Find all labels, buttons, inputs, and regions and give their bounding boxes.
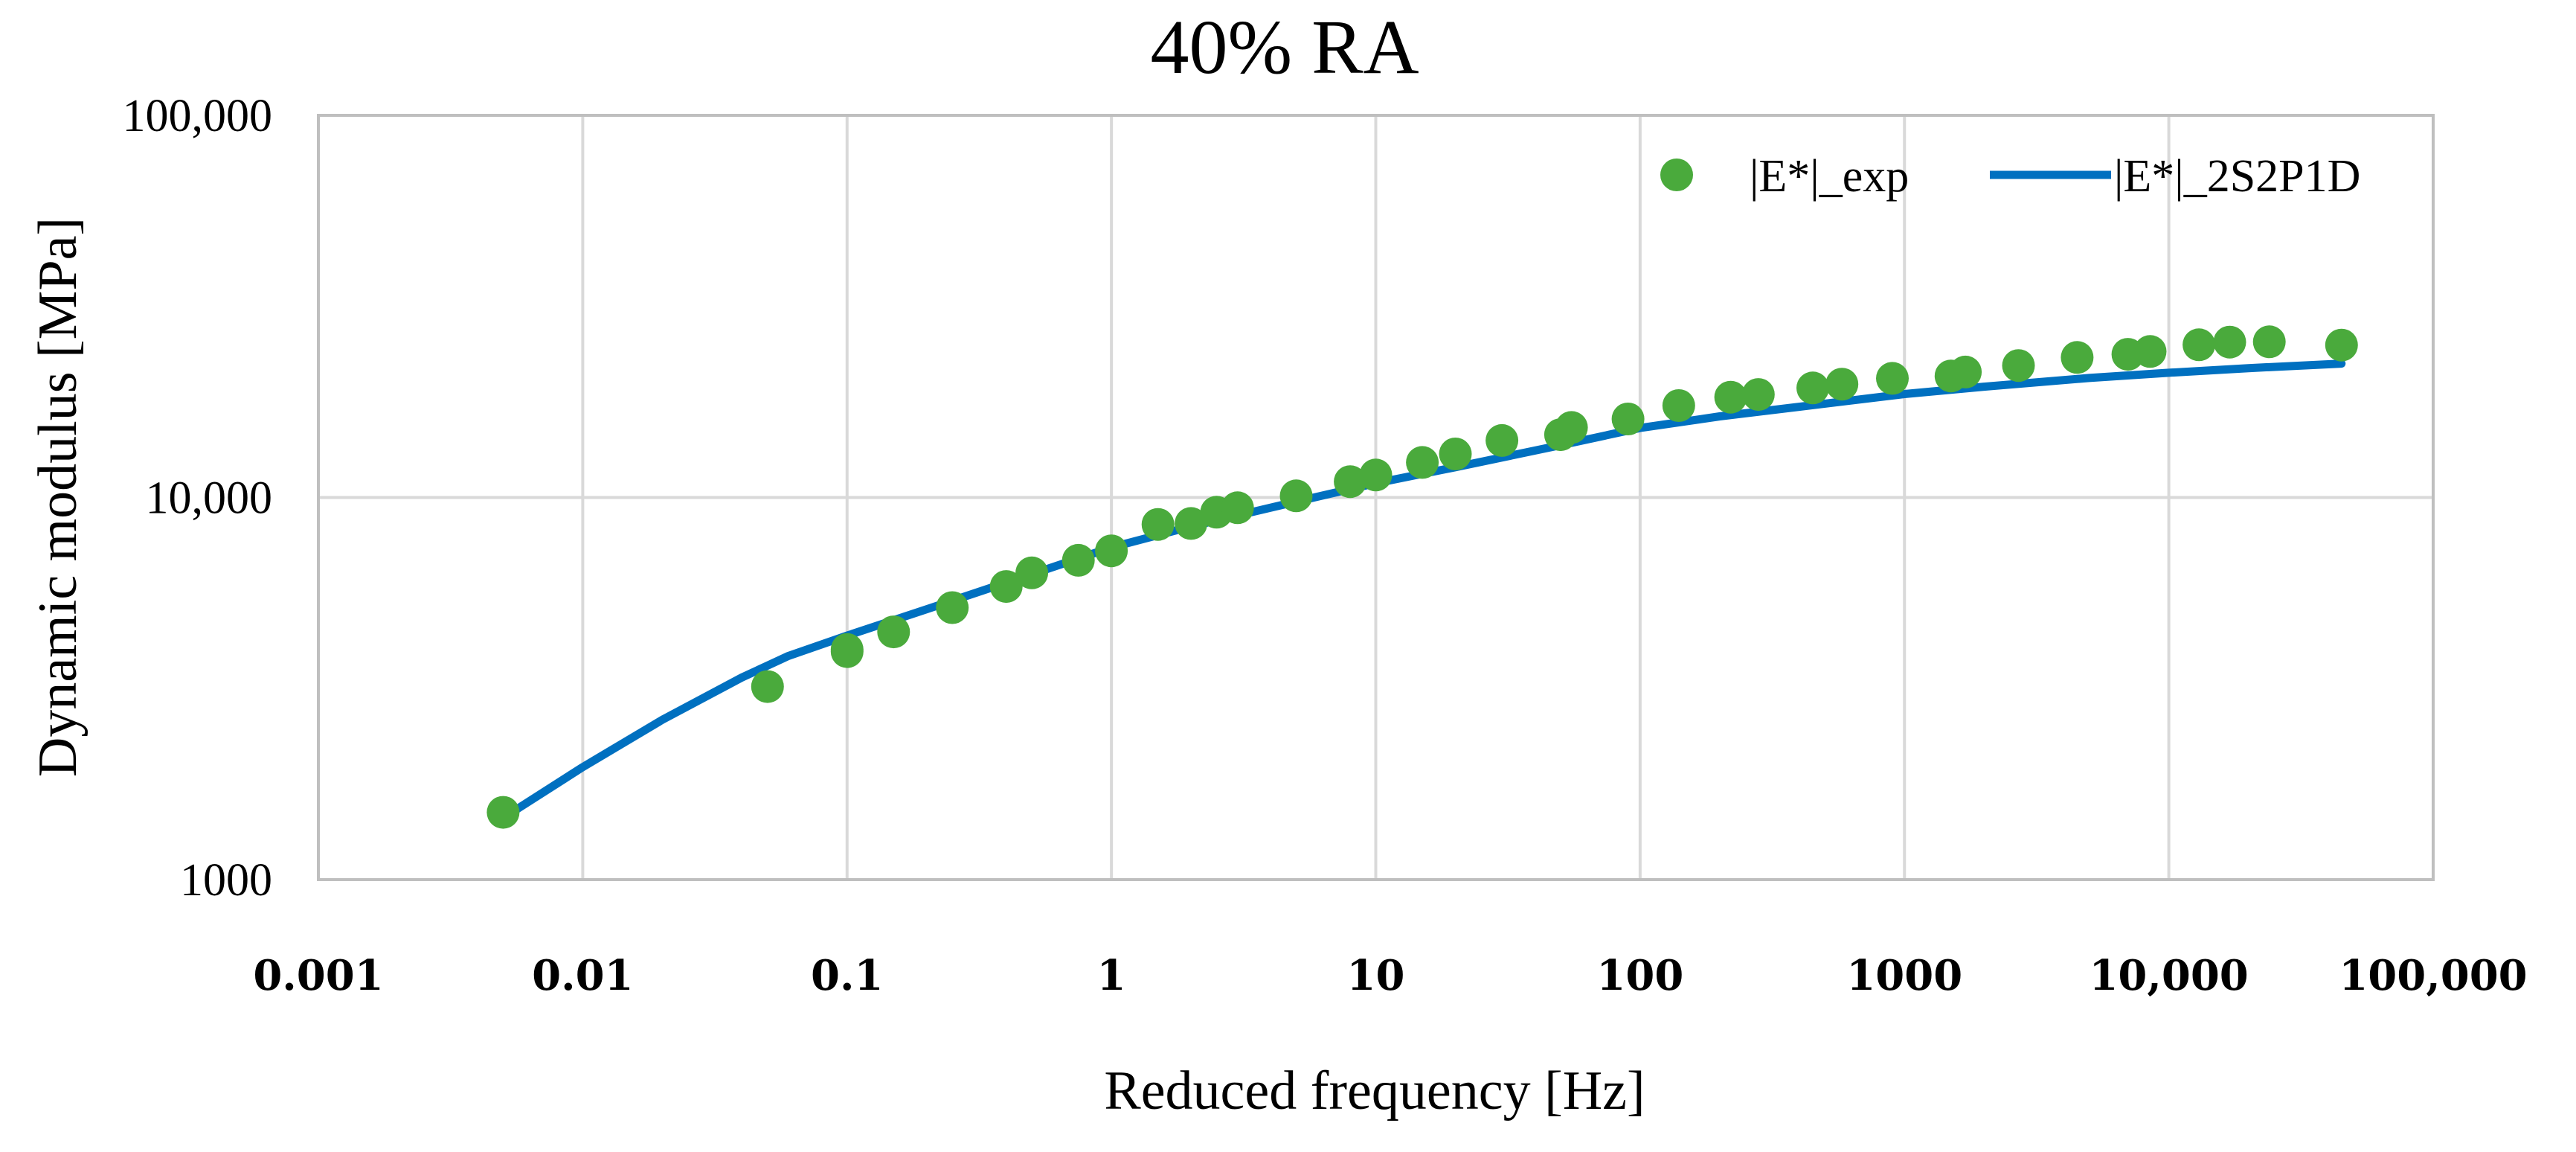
- data-point-exp: [1175, 507, 1208, 540]
- x-tick-label: 10: [1347, 951, 1405, 1000]
- data-point-exp: [1876, 362, 1909, 395]
- y-tick-label: 100,000: [123, 91, 273, 141]
- x-tick-label: 1000: [1846, 951, 1962, 1000]
- data-point-exp: [1061, 543, 1095, 577]
- legend-marker-exp: [1660, 159, 1693, 191]
- y-axis-title: Dynamic modulus [MPa]: [28, 217, 89, 777]
- plot-frame: [317, 114, 2435, 881]
- x-axis-ticks: 0.001 0.01 0.1 1 10 100 1000 10,000 100,000: [253, 951, 2527, 1000]
- x-axis-title: Reduced frequency [Hz]: [1104, 1060, 1645, 1121]
- data-point-exp: [989, 570, 1023, 604]
- data-point-exp: [1141, 508, 1175, 541]
- data-point-exp: [1825, 368, 1859, 401]
- data-point-exp: [1406, 446, 1439, 479]
- x-tick-label: 100: [1596, 951, 1683, 1000]
- data-point-exp: [1796, 371, 1829, 405]
- data-point-exp: [2002, 349, 2035, 383]
- data-point-exp: [1662, 389, 1695, 422]
- data-point-exp: [2182, 328, 2216, 362]
- y-tick-label: 1000: [180, 855, 272, 906]
- data-point-exp: [1095, 534, 1128, 568]
- legend: |E*|_exp |E*|_2S2P1D: [1660, 151, 2360, 202]
- data-point-exp: [486, 796, 520, 829]
- data-point-exp: [1555, 411, 1588, 444]
- series-points-exp: [486, 325, 2358, 829]
- data-point-exp: [877, 615, 910, 649]
- data-point-exp: [1221, 491, 1254, 525]
- data-point-exp: [2133, 335, 2167, 368]
- chart-title: 40% RA: [1150, 4, 1419, 90]
- data-point-exp: [2061, 341, 2094, 374]
- data-point-exp: [1334, 465, 1367, 499]
- data-point-exp: [830, 633, 864, 666]
- x-tick-label: 1: [1097, 951, 1126, 1000]
- data-point-exp: [936, 591, 969, 624]
- x-tick-label: 10,000: [2089, 951, 2248, 1000]
- data-point-exp: [1714, 380, 1747, 414]
- data-point-exp: [2325, 328, 2358, 362]
- data-point-exp: [1279, 479, 1313, 513]
- data-point-exp: [1439, 438, 1472, 470]
- x-tick-label: 100,000: [2339, 951, 2527, 1000]
- data-point-exp: [1015, 556, 1049, 589]
- data-point-exp: [1949, 355, 1982, 388]
- y-tick-label: 10,000: [146, 473, 273, 524]
- data-point-exp: [1485, 423, 1519, 457]
- legend-label-exp: |E*|_exp: [1750, 151, 1909, 202]
- data-point-exp: [2252, 325, 2286, 359]
- data-point-exp: [2213, 325, 2246, 359]
- y-axis-ticks: 1000 10,000 100,000: [123, 91, 273, 906]
- data-point-exp: [1359, 458, 1393, 492]
- x-tick-label: 0.001: [253, 951, 383, 1000]
- x-tick-label: 0.01: [532, 951, 633, 1000]
- x-tick-label: 0.1: [811, 951, 883, 1000]
- data-point-exp: [1611, 403, 1645, 435]
- legend-label-2s2p1d: |E*|_2S2P1D: [2114, 151, 2360, 202]
- data-point-exp: [1741, 378, 1775, 412]
- data-point-exp: [751, 670, 784, 703]
